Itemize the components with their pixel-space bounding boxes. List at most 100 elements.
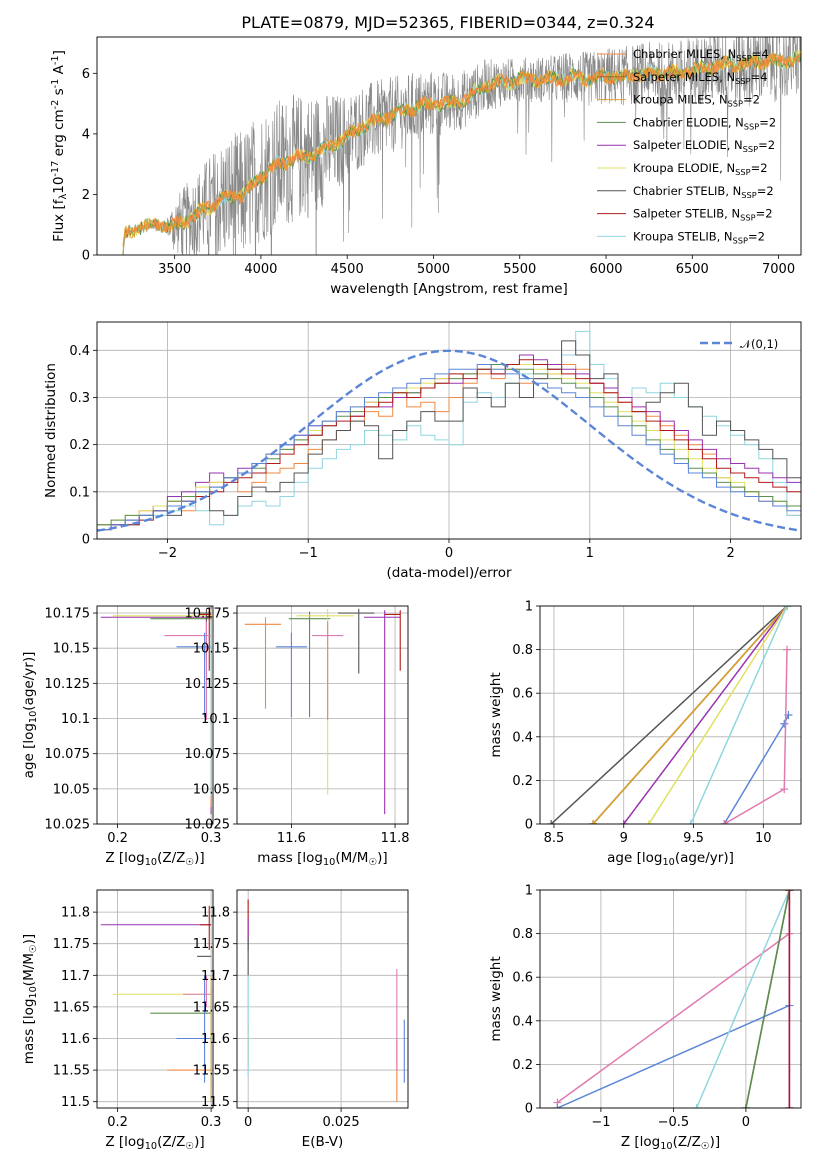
plus-marker [644,820,653,824]
legend-entry: Chabrier MILES, NSSP=4 [633,47,769,63]
x-tick-label: 8.5 [544,831,565,846]
mass-weight-line [745,890,791,1108]
axes-mass-ebv: 0 0.025 11.5 11.55 11.6 11.65 11.7 11.75 11.8 E(B… [193,889,409,1150]
spectrum-legend: Chabrier MILES, NSSP=4 Salpeter MILES, NS… [597,47,776,245]
x-tick-label: 10 [755,831,772,846]
mass-weight-line [556,932,790,1104]
x-tick-label: 0 [742,1115,750,1130]
plus-marker [785,890,794,894]
y-tick-label: 1 [525,600,533,615]
errorbar-point [288,611,331,718]
y-tick-label: 0 [82,249,90,264]
y-tick-label: 10.075 [185,747,231,762]
axes-mass-z: 0.2 0.3 11.5 11.55 11.6 11.65 11.7 11.75 11.8 Z [… [21,889,221,1152]
x-axis-label: (data-model)/error [386,565,512,581]
y-tick-label: 4 [82,127,90,142]
y-tick-label: 0 [525,1102,533,1117]
y-axis-label: mass weight [488,672,504,757]
y-tick-label: 0.2 [69,438,90,453]
plus-marker [686,820,695,824]
histogram-chabrier-stelib [97,340,801,526]
y-tick-label: 10.1 [201,712,230,727]
y-tick-label: 11.8 [201,906,230,921]
plus-marker [547,820,556,824]
y-tick-label: 11.65 [53,1000,90,1015]
y-tick-label: 11.65 [193,1000,230,1015]
errorbar-point [275,632,307,718]
legend-entry: 𝒩(0,1) [740,337,778,351]
axes-frame [96,36,802,256]
x-axis-label: mass [log10(M/M☉)] [257,850,387,868]
y-axis-label: Flux [fλ10-17 erg cm-2 s-1 A-1] [50,50,69,242]
x-tick-label: 0 [244,1115,252,1130]
errorbar-point [296,608,354,795]
plus-marker [741,1104,750,1108]
model-spectrum-chabrier-miles [122,53,801,247]
mass-weight-line [723,714,790,824]
x-tick-label: 2 [726,546,734,561]
mass-weight-line [557,1004,790,1108]
y-tick-label: 11.6 [61,1032,90,1047]
x-tick-label: 0.3 [201,831,222,846]
legend-entry: Chabrier STELIB, NSSP=2 [633,184,774,200]
x-tick-label: 7000 [762,262,795,277]
y-tick-label: 11.5 [201,1095,230,1110]
x-axis-label: Z [log10(Z/Z☉)] [621,1134,720,1152]
y-tick-label: 11.5 [61,1095,90,1110]
y-tick-label: 10.125 [185,677,231,692]
x-tick-label: −2 [158,546,177,561]
mass-weight-line [648,606,788,824]
y-tick-label: 10.175 [185,607,231,622]
y-axis-label: Normed distribution [43,363,59,498]
plot-area-residuals [97,330,801,532]
y-tick-label: 10.05 [193,782,230,797]
x-tick-label: 0.2 [107,831,128,846]
plus-marker [783,645,792,654]
errorbar-point [199,608,212,671]
errorbar-point [164,621,212,720]
y-tick-label: 0 [525,818,533,833]
y-tick-label: 0.4 [69,344,90,359]
y-tick-label: 10.025 [185,818,231,833]
y-tick-label: 10.05 [53,782,90,797]
y-tick-label: 0 [82,533,90,548]
axes-frame [236,605,409,825]
axes-frame [539,605,802,825]
axes-frame [539,889,802,1109]
errorbar-point [176,975,212,1083]
y-tick-label: 0.4 [512,730,533,745]
axes-mw-z: −1 −0.5 0 0 0.2 0.4 0.6 0.8 1 Z [log10(Z/Z☉)] mass… [488,884,802,1152]
y-tick-label: 10.075 [45,747,91,762]
axes-frame [236,889,409,1109]
errorbar-point [244,617,282,709]
legend-entry: Salpeter MILES, NSSP=4 [633,70,768,86]
legend-entry: Kroupa ELODIE, NSSP=2 [633,161,768,177]
plus-marker [785,1104,794,1108]
axes-age-z: 0.2 0.3 10.025 10.05 10.075 10.1 10.125 10.15 10… [21,605,222,868]
x-tick-label: 6500 [676,262,709,277]
y-tick-label: 10.1 [61,712,90,727]
errorbar-point [183,975,212,1007]
plus-marker [780,719,789,728]
y-tick-label: 10.025 [45,818,91,833]
plus-marker [589,820,598,824]
y-tick-label: 2 [82,188,90,203]
axes-frame [96,889,214,1109]
x-tick-label: 9.5 [683,831,704,846]
plus-marker [619,820,628,824]
y-tick-label: 10.125 [45,677,91,692]
y-tick-label: 11.8 [61,906,90,921]
plot-area-spectrum [122,37,801,255]
x-tick-label: 11.8 [381,831,410,846]
y-axis-label: mass weight [488,956,504,1041]
x-tick-label: 6000 [589,262,622,277]
y-tick-label: 11.7 [61,969,90,984]
x-axis-label: age [log10(age/yr)] [607,850,734,868]
plot-area-mass-ebv [247,899,405,1102]
mass-weight-line [550,606,788,824]
y-tick-label: 1 [525,884,533,899]
legend-entry: Salpeter ELODIE, NSSP=2 [633,138,775,154]
x-tick-label: 0.2 [107,1115,128,1130]
y-tick-label: 11.75 [53,937,90,952]
axes-age-mass: 11.6 11.8 10.025 10.05 10.075 10.1 10.125 10.15… [185,605,410,868]
